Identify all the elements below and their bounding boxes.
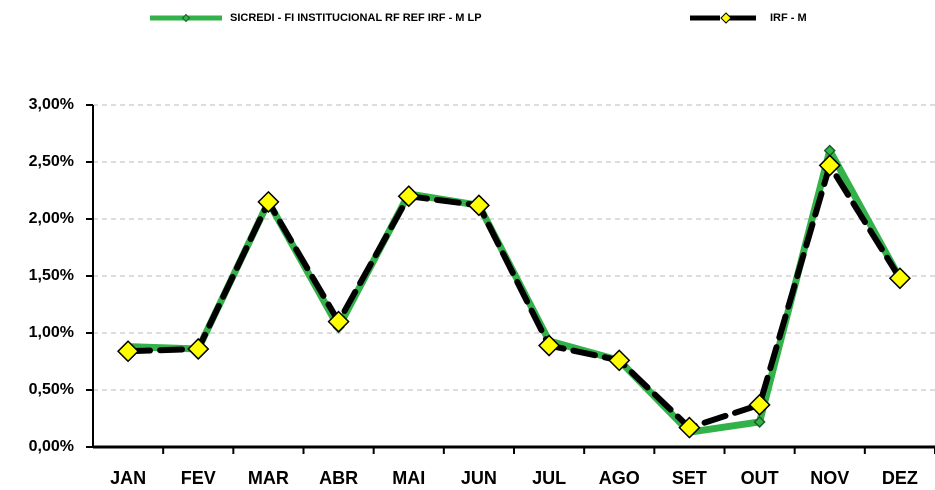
x-tick-label: OUT [741, 468, 779, 488]
y-tick-label: 1,50% [29, 267, 74, 284]
x-tick-label: MAI [392, 468, 425, 488]
y-tick-label: 0,00% [29, 438, 74, 455]
point-marker [748, 393, 771, 416]
x-tick-label: FEV [181, 468, 216, 488]
point-marker [117, 340, 140, 363]
point-marker [888, 267, 911, 290]
legend-label: SICREDI - FI INSTITUCIONAL RF REF IRF - … [230, 12, 482, 24]
point-marker [678, 416, 701, 439]
x-tick-label: DEZ [882, 468, 918, 488]
x-tick-label: MAR [248, 468, 289, 488]
legend-marker [181, 13, 191, 23]
x-tick-label: JAN [110, 468, 146, 488]
x-tick-label: JUN [461, 468, 497, 488]
series-line [124, 147, 904, 436]
x-tick-label: ABR [319, 468, 358, 488]
y-tick-label: 3,00% [29, 96, 74, 113]
point-marker [467, 194, 490, 217]
y-tick-label: 1,00% [29, 324, 74, 341]
y-tick-label: 0,50% [29, 381, 74, 398]
point-marker [187, 337, 210, 361]
point-marker [397, 185, 420, 208]
series-line [125, 162, 903, 431]
point-marker [327, 310, 350, 333]
point-marker [538, 334, 561, 357]
point-marker [818, 154, 841, 177]
point-marker [257, 190, 280, 213]
y-tick-label: 2,50% [29, 153, 74, 170]
legend-marker [720, 12, 732, 24]
x-tick-label: SET [672, 468, 707, 488]
x-tick-label: NOV [810, 468, 849, 488]
point-marker [608, 349, 631, 372]
point-marker [753, 415, 766, 428]
x-tick-label: AGO [599, 468, 640, 488]
legend-label: IRF - M [770, 12, 807, 24]
x-tick-label: JUL [532, 468, 566, 488]
y-tick-label: 2,00% [29, 210, 74, 227]
